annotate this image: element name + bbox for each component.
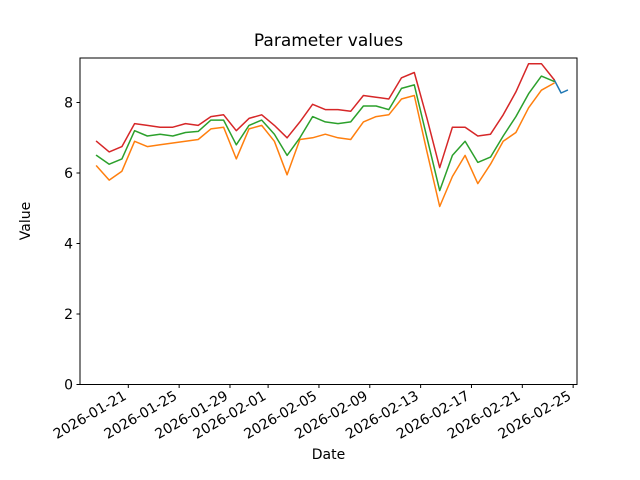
series-red-line bbox=[95, 62, 555, 169]
y-tick-label: 6 bbox=[64, 166, 73, 182]
y-tick-label: 0 bbox=[64, 378, 73, 394]
y-tick-label: 2 bbox=[64, 307, 73, 323]
y-tick-label: 8 bbox=[64, 96, 73, 112]
axes-box bbox=[79, 57, 578, 385]
chart-title: Parameter values bbox=[253, 31, 404, 51]
series-orange-line bbox=[95, 82, 555, 208]
series-green-line bbox=[95, 75, 555, 192]
y-axis-label: Value bbox=[18, 201, 34, 241]
series-blue-line bbox=[553, 78, 569, 94]
x-axis-label: Date bbox=[311, 447, 346, 463]
y-tick-label: 4 bbox=[64, 237, 73, 253]
